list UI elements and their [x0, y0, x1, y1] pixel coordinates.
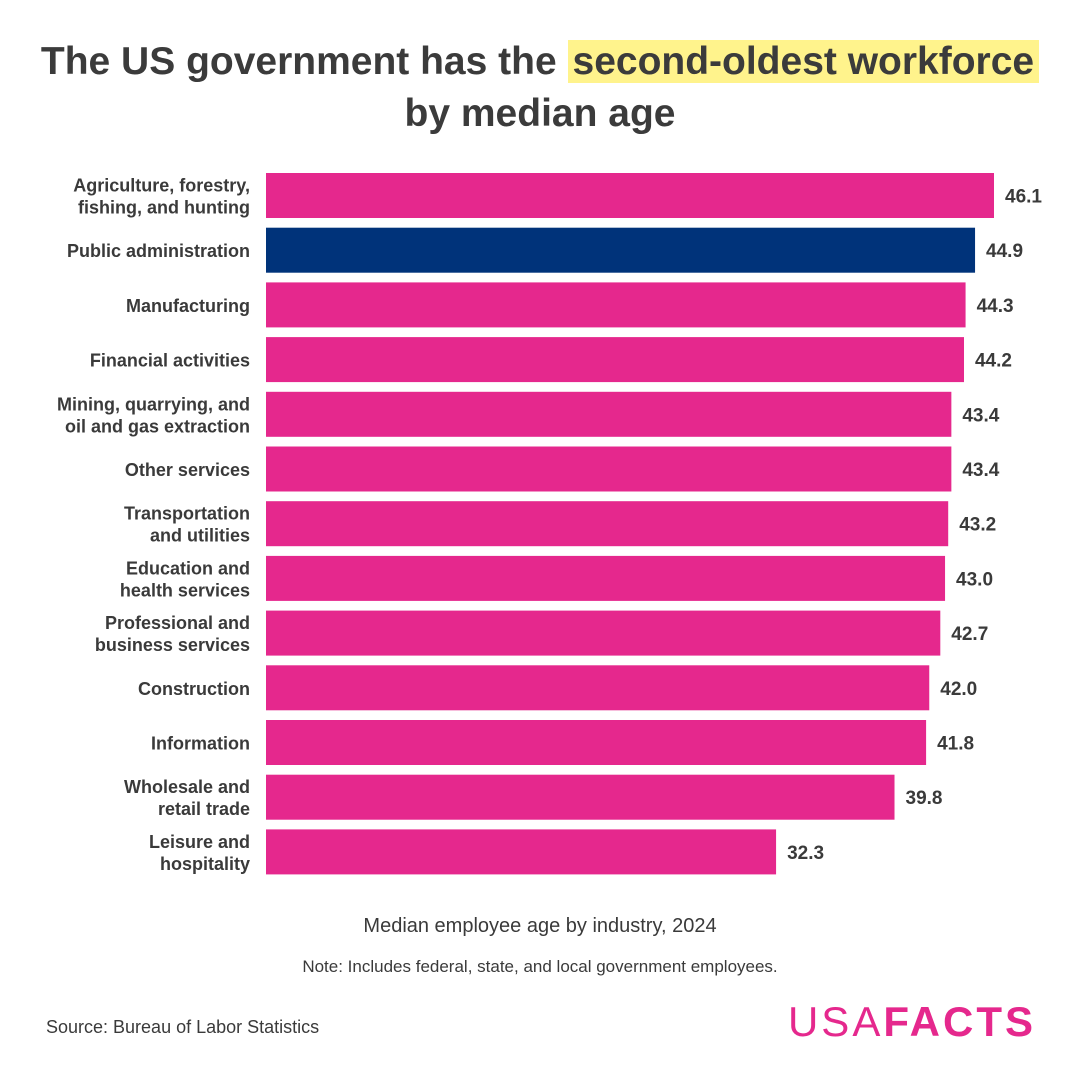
bar — [266, 446, 952, 492]
bar — [266, 337, 964, 383]
bar — [266, 774, 895, 820]
category-label: Transportation — [124, 504, 250, 524]
bar — [266, 720, 927, 765]
title-part2: by median age — [404, 92, 676, 135]
value-label: 41.8 — [937, 734, 974, 755]
category-label: Mining, quarrying, and — [57, 394, 250, 414]
value-label: 42.0 — [940, 679, 977, 700]
category-label: Other services — [125, 460, 250, 480]
value-label: 43.0 — [956, 569, 993, 590]
category-label: fishing, and hunting — [78, 198, 250, 218]
source-text: Source: Bureau of Labor Statistics — [46, 1017, 320, 1037]
category-label: Public administration — [67, 241, 250, 261]
bar — [266, 829, 777, 875]
category-label: oil and gas extraction — [65, 416, 250, 436]
category-label: Agriculture, forestry, — [73, 176, 250, 196]
value-label: 39.8 — [906, 788, 943, 809]
category-label: Manufacturing — [126, 296, 250, 316]
bar — [266, 227, 976, 273]
category-label: Education and — [126, 558, 250, 578]
chart-note: Note: Includes federal, state, and local… — [302, 957, 778, 976]
category-label: Leisure and — [149, 832, 250, 852]
value-label: 44.9 — [986, 241, 1023, 262]
bar — [266, 173, 994, 218]
bar — [266, 555, 946, 601]
value-label: 32.3 — [787, 843, 824, 864]
category-label: Financial activities — [90, 351, 250, 371]
value-label: 43.4 — [962, 405, 999, 426]
value-label: 44.3 — [977, 296, 1014, 317]
chart-title: The US government has the second-oldest … — [0, 36, 1080, 140]
bar — [266, 391, 952, 437]
category-label: health services — [120, 580, 250, 600]
bar — [266, 282, 966, 328]
category-label: and utilities — [150, 526, 250, 546]
chart-subtitle: Median employee age by industry, 2024 — [363, 915, 717, 937]
value-label: 43.4 — [962, 460, 999, 481]
category-label: business services — [95, 635, 250, 655]
category-label: Professional and — [105, 613, 250, 633]
value-label: 44.2 — [975, 351, 1012, 372]
value-label: 43.2 — [959, 515, 996, 536]
value-label: 46.1 — [1005, 187, 1042, 208]
title-part1: The US government has the — [40, 40, 568, 83]
category-label: retail trade — [158, 799, 250, 819]
value-label: 42.7 — [951, 624, 988, 645]
bar — [266, 665, 930, 711]
title-highlight: second-oldest workforce — [567, 40, 1040, 83]
bar — [266, 610, 941, 656]
usafacts-logo: USAFACTS — [787, 998, 1036, 1045]
category-label: Wholesale and — [124, 777, 250, 797]
category-label: Information — [151, 734, 250, 754]
category-label: Construction — [138, 679, 250, 699]
category-label: hospitality — [160, 854, 250, 874]
bar — [266, 501, 949, 547]
